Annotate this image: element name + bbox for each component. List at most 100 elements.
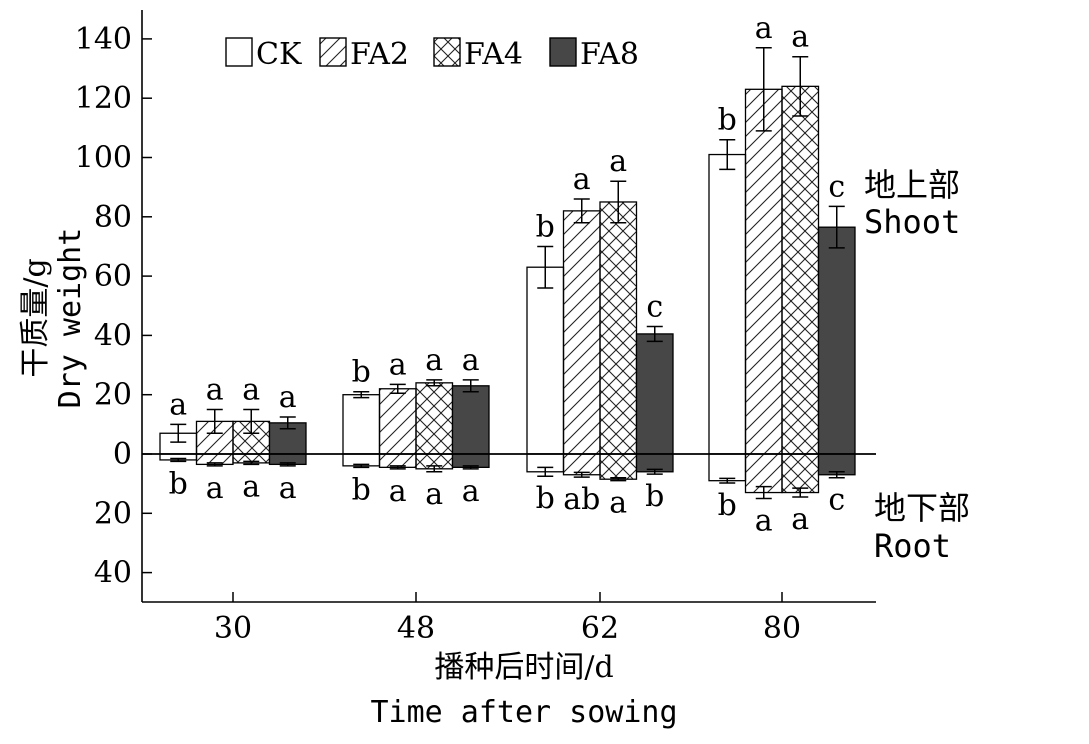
- shoot-error-bar-ck-80: [719, 138, 736, 171]
- shoot-error-bar-fa2-30: [206, 408, 223, 434]
- root-sig-fa8-62: b: [645, 479, 664, 514]
- x-tick-label-30: 30: [214, 611, 252, 646]
- shoot-sig-fa4-30: a: [242, 373, 260, 408]
- shoot-bar-fa4-80: [781, 85, 820, 455]
- shoot-sig-fa8-80: c: [828, 169, 845, 204]
- root-sig-fa8-30: a: [279, 471, 297, 506]
- root-error-bar-fa4-48: [426, 465, 443, 473]
- root-sig-ck-30: b: [169, 466, 188, 501]
- legend-swatch-ck: [225, 37, 253, 67]
- shoot-label-cn: 地上部: [864, 166, 960, 204]
- root-bar-ck-80: [708, 453, 747, 482]
- shoot-error-bar-fa8-62: [646, 325, 663, 343]
- root-error-bar-ck-48: [353, 463, 370, 469]
- bars-layer: [159, 85, 856, 494]
- shoot-error-bar-fa4-30: [243, 408, 260, 434]
- root-sig-fa4-62: a: [609, 486, 627, 521]
- root-error-bar-fa8-30: [279, 462, 296, 467]
- shoot-bar-ck-48: [342, 394, 381, 455]
- x-tick-label-62: 62: [581, 611, 619, 646]
- legend-label-fa2: FA2: [350, 37, 409, 72]
- legend-label-fa8: FA8: [580, 37, 639, 72]
- root-label-cn: 地下部: [874, 489, 970, 527]
- y-tick-label-0: 0: [113, 437, 132, 472]
- root-error-bar-ck-80: [719, 477, 736, 484]
- legend-label-ck: CK: [256, 37, 302, 72]
- shoot-bar-fa2-48: [378, 388, 417, 455]
- root-label-en: Root: [874, 527, 951, 565]
- root-error-bar-fa2-30: [206, 462, 223, 467]
- y-tick-label-80: 80: [94, 200, 132, 235]
- shoot-sig-ck-48: b: [352, 355, 371, 390]
- shoot-sig-fa2-62: a: [573, 162, 591, 197]
- shoot-error-bar-fa8-48: [462, 379, 479, 393]
- root-sig-fa2-48: a: [389, 474, 407, 509]
- legend-swatch-fa2: [319, 37, 347, 67]
- x-axis-title-cn: 播种后时间/d: [434, 650, 613, 685]
- root-sig-fa2-80: a: [755, 503, 773, 538]
- root-error-bar-fa4-80: [792, 487, 809, 498]
- legend-swatch-fa8: [549, 37, 577, 67]
- root-error-bar-fa2-48: [389, 465, 406, 470]
- root-sig-fa4-30: a: [242, 469, 260, 504]
- error-bars-layer: [170, 47, 845, 500]
- shoot-sig-ck-80: b: [718, 103, 737, 138]
- shoot-label-en: Shoot: [864, 203, 960, 241]
- shoot-sig-ck-30: a: [169, 387, 187, 422]
- root-error-bar-ck-62: [537, 466, 554, 477]
- root-bar-fa4-62: [599, 453, 638, 480]
- y-tick-label-40: 40: [94, 318, 132, 353]
- shoot-bar-fa8-80: [817, 226, 856, 455]
- shoot-error-bar-fa2-80: [755, 47, 772, 132]
- root-sig-ck-62: b: [536, 481, 555, 516]
- root-error-bar-fa2-62: [573, 471, 590, 478]
- root-error-bar-fa4-62: [610, 476, 627, 482]
- root-sig-ck-80: b: [718, 488, 737, 523]
- shoot-error-bar-fa8-80: [828, 205, 845, 249]
- legend: CK FA2 FA4 FA8: [225, 37, 639, 72]
- y-axis-title-cn: 干质量/g: [18, 258, 53, 377]
- shoot-sig-fa8-62: c: [646, 290, 663, 325]
- shoot-bar-ck-80: [708, 153, 747, 455]
- y-tick-label-120: 120: [75, 81, 132, 116]
- shoot-bar-fa8-62: [635, 333, 674, 455]
- root-sig-fa4-48: a: [425, 477, 443, 512]
- y-tick-label-20: 20: [94, 378, 132, 413]
- root-sig-ck-48: b: [352, 472, 371, 507]
- y-tick-label-root-20: 20: [94, 496, 132, 531]
- shoot-error-bar-fa2-48: [389, 383, 406, 394]
- root-error-bar-fa8-80: [828, 471, 845, 479]
- shoot-sig-fa8-48: a: [462, 343, 480, 378]
- shoot-sig-ck-62: b: [536, 209, 555, 244]
- y-tick-label-140: 140: [75, 22, 132, 57]
- shoot-error-bar-fa4-62: [610, 180, 627, 224]
- shoot-sig-fa2-48: a: [389, 347, 407, 382]
- shoot-sig-fa2-80: a: [755, 11, 773, 46]
- shoot-error-bar-fa4-48: [426, 379, 443, 387]
- root-sig-fa4-80: a: [791, 502, 809, 537]
- root-bar-fa4-80: [781, 453, 820, 494]
- y-tick-label-root-40: 40: [94, 556, 132, 591]
- root-error-bar-fa2-80: [755, 485, 772, 500]
- shoot-error-bar-ck-48: [353, 390, 370, 399]
- root-sig-fa2-62: ab: [563, 482, 600, 517]
- shoot-error-bar-ck-30: [170, 423, 187, 443]
- axes-ticks: 0 20 40 60 80 100 120 140 20 40 30 48 62 80: [75, 22, 801, 646]
- root-sig-fa2-30: a: [206, 471, 224, 506]
- shoot-bar-fa4-48: [415, 382, 454, 455]
- root-error-bar-fa4-30: [243, 460, 260, 466]
- y-axis-title-en: Dry weight: [53, 228, 88, 409]
- shoot-sig-fa4-62: a: [609, 144, 627, 179]
- x-axis-title-en: Time after sowing: [370, 695, 677, 730]
- shoot-error-bar-fa4-80: [792, 55, 809, 117]
- shoot-error-bar-fa2-62: [573, 198, 590, 224]
- y-tick-label-100: 100: [75, 141, 132, 176]
- shoot-sig-fa4-48: a: [425, 343, 443, 378]
- shoot-bar-fa2-62: [562, 210, 601, 455]
- shoot-bar-ck-62: [526, 266, 565, 455]
- shoot-sig-fa2-30: a: [206, 373, 224, 408]
- shoot-bar-fa4-62: [599, 201, 638, 455]
- legend-swatch-fa4: [433, 37, 461, 67]
